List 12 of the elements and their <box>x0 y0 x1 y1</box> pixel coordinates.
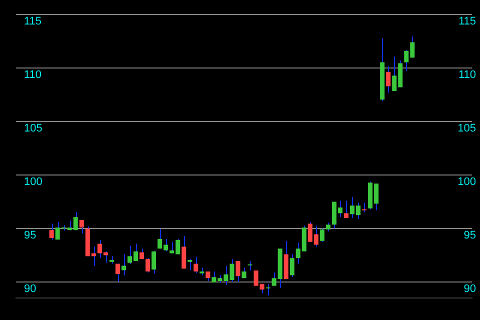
y2-tick-label: 90 <box>464 282 476 295</box>
y2-tick-label: 105 <box>458 122 476 135</box>
y2-tick-label: 95 <box>464 230 476 242</box>
y-tick-label: 95 <box>24 230 36 242</box>
y-tick-label: 100 <box>24 176 42 188</box>
y2-tick-label: 110 <box>458 69 476 82</box>
y2-tick-label: 115 <box>458 16 476 28</box>
y2-tick-label: 100 <box>458 176 476 188</box>
y-tick-label: 110 <box>24 69 42 82</box>
y-tick-label: 105 <box>24 122 42 135</box>
y-tick-label: 115 <box>24 16 42 28</box>
y-tick-label: 90 <box>24 282 36 295</box>
